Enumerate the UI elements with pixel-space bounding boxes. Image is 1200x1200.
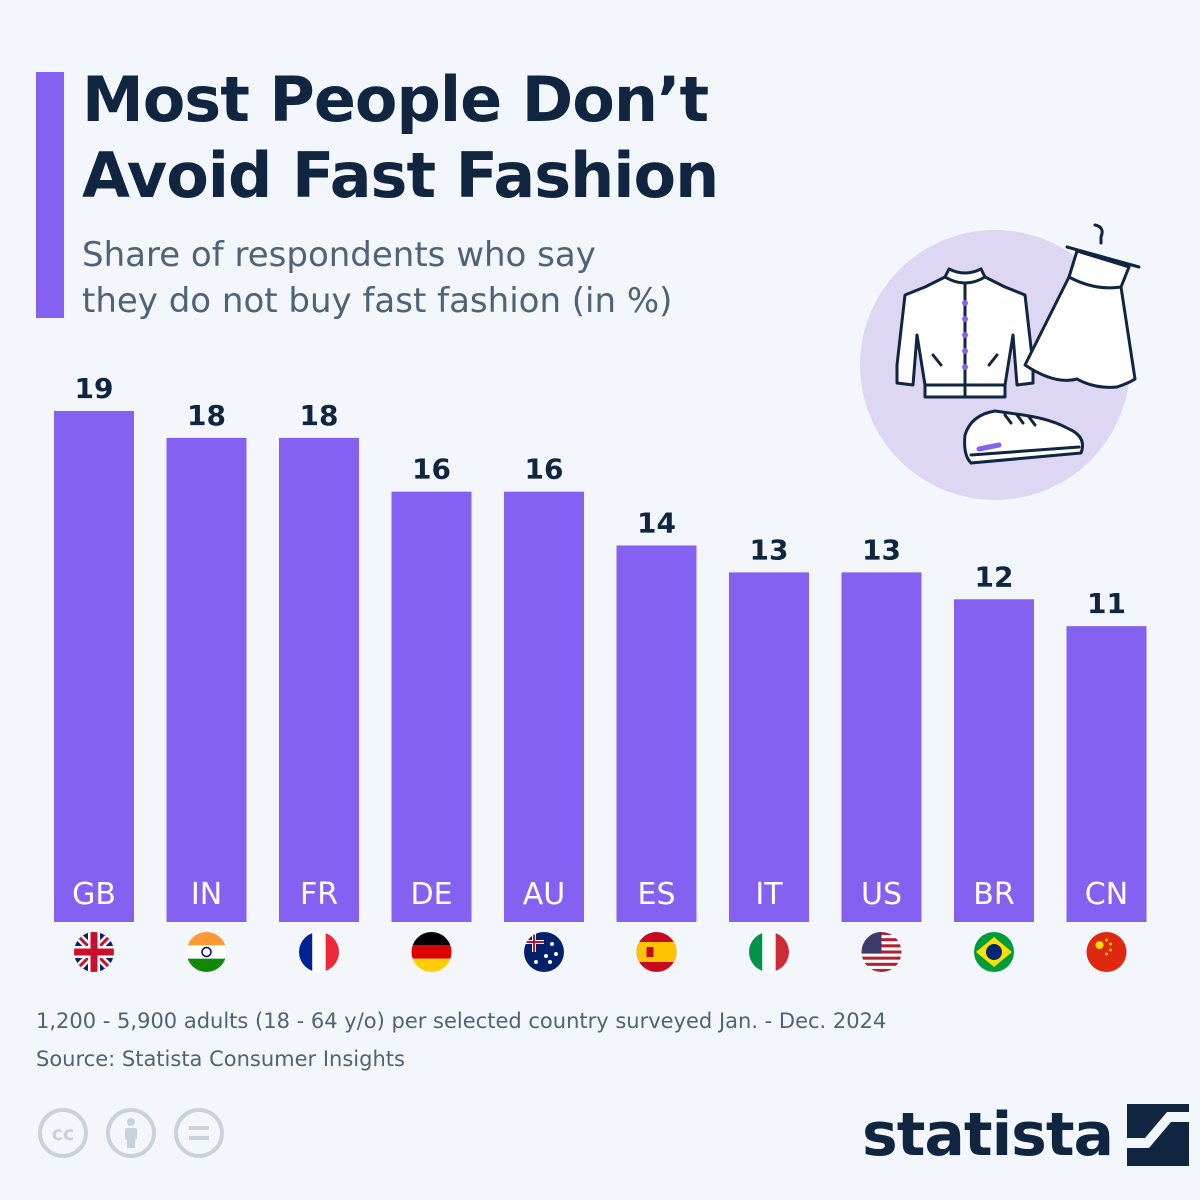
statista-mark-icon bbox=[1127, 1104, 1190, 1166]
flag-us-icon bbox=[861, 932, 902, 972]
bar-es bbox=[616, 545, 697, 922]
flags-layer bbox=[74, 932, 1127, 972]
value-label-us: 13 bbox=[862, 533, 901, 566]
flag-au-icon bbox=[524, 932, 564, 972]
sneaker-icon bbox=[963, 409, 1084, 465]
license-badges: cc bbox=[36, 1106, 226, 1160]
attribution-icon[interactable] bbox=[104, 1106, 158, 1160]
brand-wordmark: statista bbox=[862, 1100, 1114, 1170]
flag-de-icon bbox=[411, 932, 452, 972]
chart-title: Most People Don’t Avoid Fast Fashion bbox=[82, 62, 719, 214]
value-label-br: 12 bbox=[975, 560, 1014, 593]
flag-gb-icon bbox=[74, 932, 114, 972]
source-note: Source: Statista Consumer Insights bbox=[36, 1047, 405, 1071]
category-label-es: ES bbox=[638, 877, 676, 912]
category-label-fr: FR bbox=[300, 877, 338, 912]
jacket-buttons bbox=[962, 300, 968, 370]
bar-de bbox=[391, 491, 472, 922]
clothing-illustration bbox=[860, 223, 1141, 500]
bar-gb bbox=[54, 411, 134, 922]
value-label-gb: 19 bbox=[75, 372, 114, 405]
category-label-de: DE bbox=[410, 877, 452, 912]
value-label-fr: 18 bbox=[300, 399, 339, 432]
survey-note: 1,200 - 5,900 adults (18 - 64 y/o) per s… bbox=[36, 1009, 887, 1033]
chart-subtitle: Share of respondents who say they do not… bbox=[82, 232, 722, 324]
value-label-es: 14 bbox=[637, 506, 676, 539]
jacket-icon bbox=[895, 267, 1035, 399]
title-accent-bar bbox=[36, 72, 64, 318]
bar-br bbox=[954, 599, 1034, 922]
value-label-in: 18 bbox=[187, 399, 226, 432]
subtitle-line-1: Share of respondents who say bbox=[82, 235, 596, 275]
title-line-2: Avoid Fast Fashion bbox=[82, 139, 719, 212]
flag-it-icon bbox=[749, 932, 789, 972]
category-label-it: IT bbox=[755, 877, 783, 912]
category-label-br: BR bbox=[973, 877, 1014, 912]
bar-chart: 19 GB 18 IN 18 FR 16 DE 16 AU 14 ES 13 IT 13 US 12 BR 11 CN bbox=[54, 372, 1147, 972]
statista-logo[interactable]: statista bbox=[862, 1100, 1190, 1170]
value-label-cn: 11 bbox=[1087, 587, 1126, 620]
bar-cn bbox=[1066, 626, 1147, 922]
flag-in-icon bbox=[186, 932, 227, 972]
dress-icon bbox=[1023, 223, 1141, 389]
bar-au bbox=[504, 491, 584, 922]
flag-fr-icon bbox=[299, 932, 339, 972]
bar-it bbox=[729, 572, 809, 922]
bar-in bbox=[166, 437, 247, 922]
category-label-in: IN bbox=[191, 877, 222, 912]
category-label-us: US bbox=[861, 877, 902, 912]
bar-fr bbox=[279, 437, 359, 922]
no-derivatives-icon[interactable] bbox=[172, 1106, 226, 1160]
cc-icon[interactable]: cc bbox=[36, 1106, 90, 1160]
category-label-gb: GB bbox=[72, 877, 116, 912]
value-label-it: 13 bbox=[750, 533, 789, 566]
footnotes: 1,200 - 5,900 adults (18 - 64 y/o) per s… bbox=[36, 1002, 886, 1078]
category-label-au: AU bbox=[523, 877, 565, 912]
category-label-cn: CN bbox=[1085, 877, 1128, 912]
svg-text:cc: cc bbox=[52, 1123, 75, 1145]
bars-layer: 19 GB 18 IN 18 FR 16 DE 16 AU 14 ES 13 IT 13 US 12 BR 11 CN bbox=[54, 372, 1147, 922]
flag-cn-icon bbox=[1086, 932, 1127, 972]
flag-es-icon bbox=[636, 932, 677, 972]
value-label-au: 16 bbox=[525, 453, 564, 486]
value-label-de: 16 bbox=[412, 453, 451, 486]
title-line-1: Most People Don’t bbox=[82, 63, 709, 136]
bar-us bbox=[841, 572, 922, 922]
subtitle-line-2: they do not buy fast fashion (in %) bbox=[82, 281, 673, 321]
flag-br-icon bbox=[974, 932, 1014, 972]
